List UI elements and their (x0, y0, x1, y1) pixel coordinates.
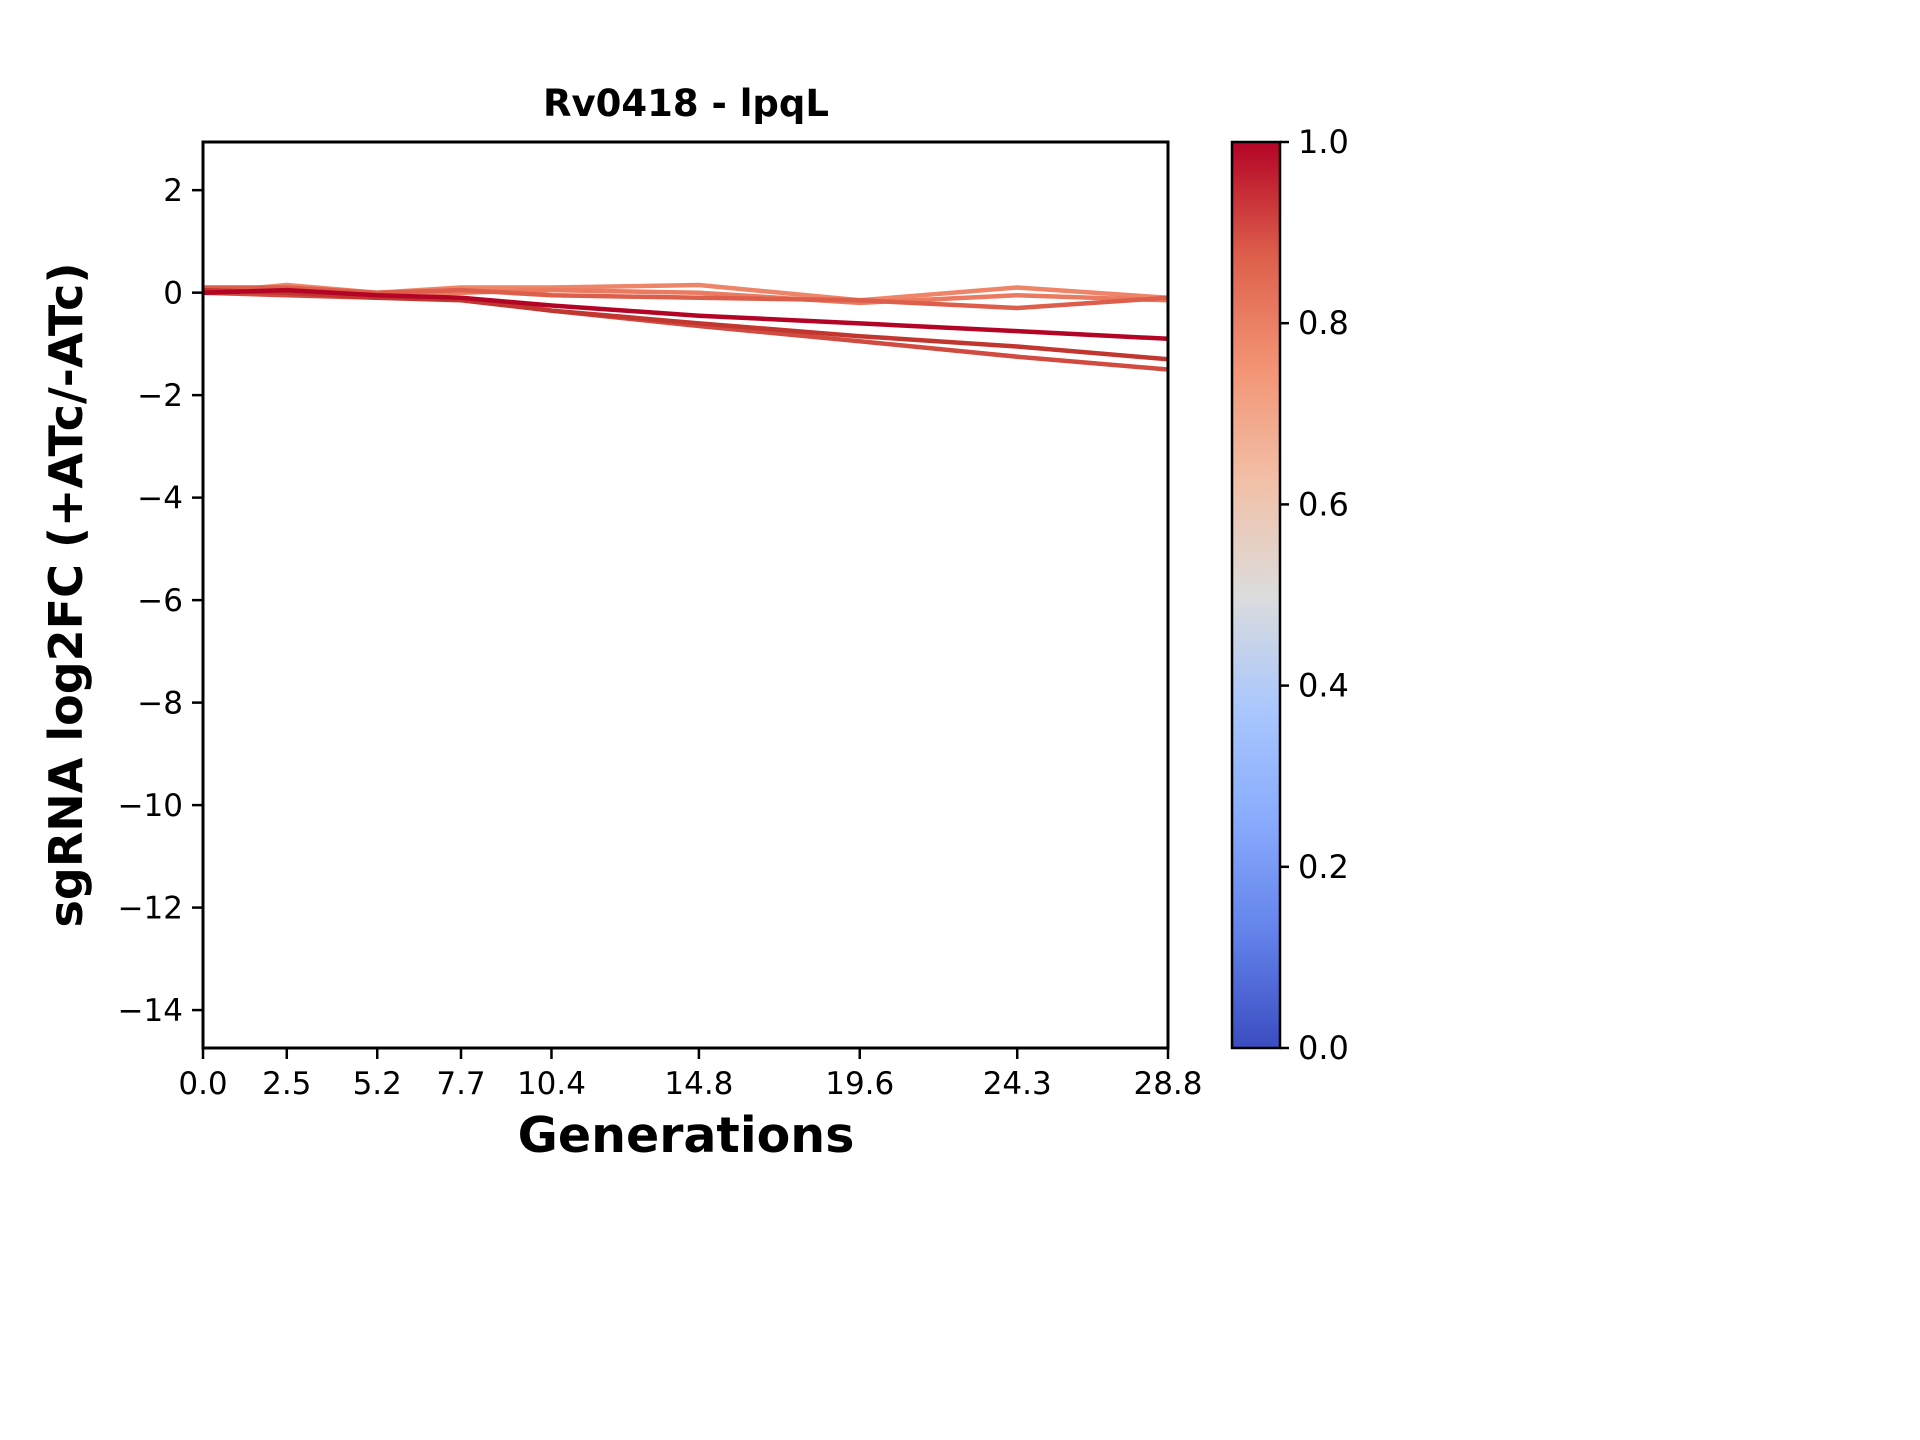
x-tick-label: 24.3 (983, 1066, 1052, 1102)
x-tick-label: 19.6 (825, 1066, 894, 1102)
colorbar-tick-label: 1.0 (1298, 123, 1349, 161)
axes-spines (201, 140, 1170, 1050)
y-tick-label: −8 (137, 686, 183, 722)
colorbar-tick-label: 0.6 (1298, 485, 1349, 523)
y-tick-label: −12 (118, 891, 183, 927)
series-group (203, 282, 1168, 372)
x-tick-label: 5.2 (353, 1066, 402, 1102)
x-tick-label: 14.8 (664, 1066, 733, 1102)
y-tick-label: 0 (163, 276, 183, 312)
colorbar-outline (1230, 140, 1282, 1050)
plot-area (203, 142, 1168, 1048)
y-tick-label: −10 (118, 788, 183, 824)
x-tick-label: 2.5 (262, 1066, 311, 1102)
x-axis-label: Generations (518, 1107, 855, 1164)
colorbar-tick-label: 0.8 (1298, 304, 1349, 342)
x-tick-label: 7.7 (436, 1066, 485, 1102)
y-tick-label: 2 (163, 173, 183, 209)
x-tick-label: 0.0 (178, 1066, 227, 1102)
x-tick-label: 10.4 (517, 1066, 586, 1102)
y-axis-label: sgRNA log2FC (+ATc/-ATc) (39, 263, 93, 928)
colorbar-tick-label: 0.0 (1298, 1029, 1349, 1067)
colorbar-tick-label: 0.4 (1298, 667, 1349, 705)
y-tick-label: −2 (137, 378, 183, 414)
y-tick-label: −6 (137, 583, 183, 619)
colorbar-tick-label: 0.2 (1298, 848, 1349, 886)
chart-title: Rv0418 - lpqL (543, 82, 829, 125)
colorbar-ticks: 0.0 0.2 0.4 0.6 0.8 1.0 (1280, 123, 1349, 1067)
x-axis-ticks: 0.0 2.5 5.2 7.7 10.4 14.8 19.6 24.3 28.8 (178, 1048, 1203, 1102)
series-line (203, 287, 1168, 362)
series-line (203, 287, 1168, 342)
y-axis-ticks: 2 0 −2 −4 −6 −8 −10 −12 −14 (118, 173, 203, 1029)
y-tick-label: −14 (118, 993, 183, 1029)
y-tick-label: −4 (137, 481, 183, 517)
series-line (203, 285, 1168, 311)
x-tick-label: 28.8 (1133, 1066, 1202, 1102)
colorbar (1232, 142, 1280, 1048)
